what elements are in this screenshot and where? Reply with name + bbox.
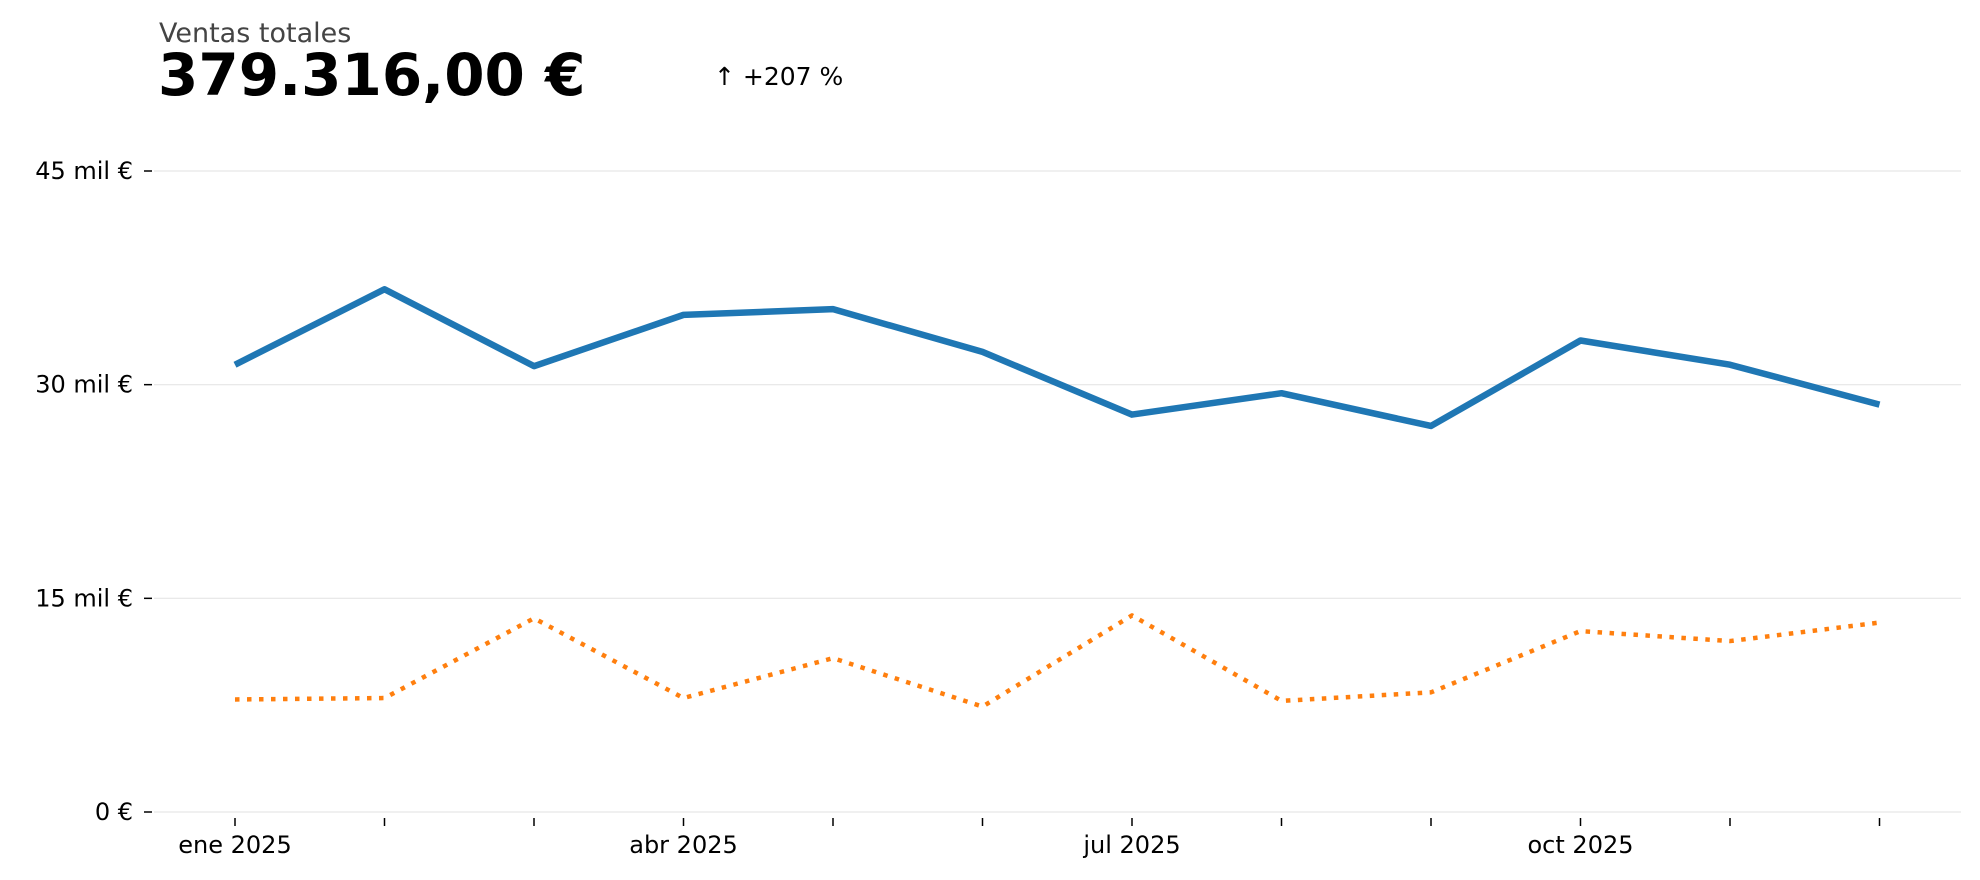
- y-tick-label: 0 €: [95, 798, 133, 826]
- x-tick-label: oct 2025: [1528, 831, 1634, 859]
- x-tick-label: jul 2025: [1082, 831, 1180, 859]
- x-axis: ene 2025 abr 2025 jul 2025 oct 2025: [178, 818, 1881, 859]
- total-sales-value: 379.316,00 €: [158, 41, 585, 109]
- x-tick-label: abr 2025: [629, 831, 738, 859]
- series-line-actual: [233, 285, 1881, 430]
- grid: [154, 170, 1961, 813]
- y-tick-label: 45 mil €: [35, 157, 133, 185]
- x-tick-label: ene 2025: [178, 831, 291, 859]
- y-axis: 0 € 15 mil € 30 mil € 45 mil €: [35, 157, 152, 826]
- chart-subtitle: Ventas totales: [159, 18, 351, 49]
- series-line-previous: [234, 613, 1880, 709]
- growth-delta: ↑ +207 %: [714, 62, 843, 91]
- series-lines: [233, 285, 1881, 709]
- y-tick-label: 15 mil €: [35, 584, 133, 612]
- y-tick-label: 30 mil €: [35, 371, 133, 399]
